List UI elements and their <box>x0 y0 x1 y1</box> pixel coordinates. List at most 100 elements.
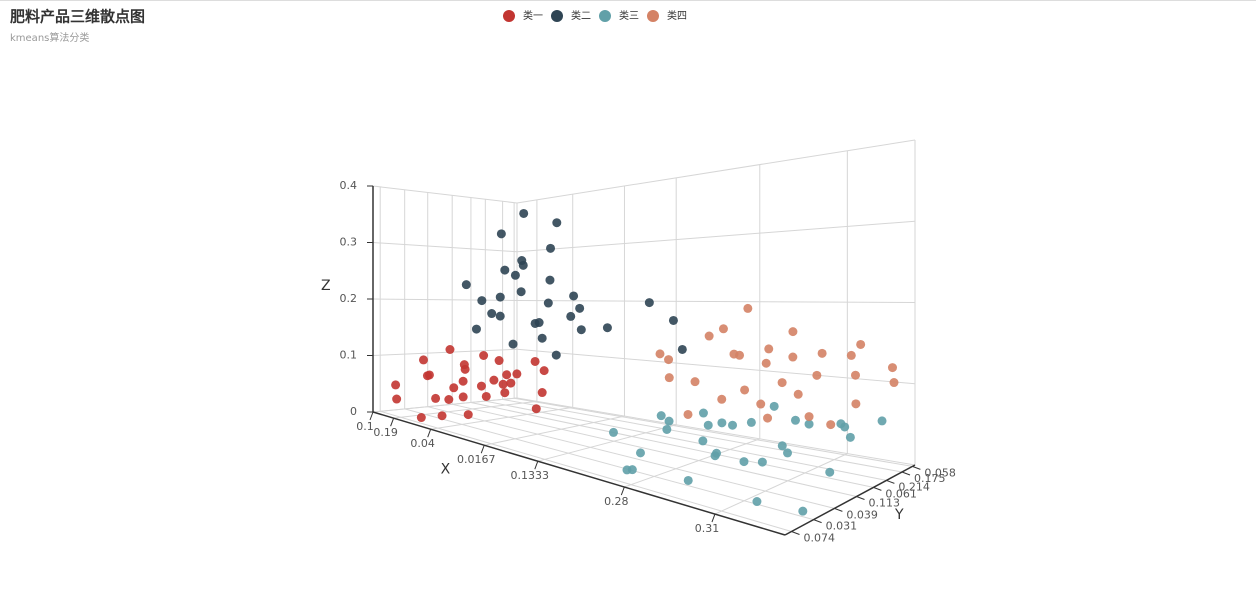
legend-marker[interactable] <box>551 10 563 22</box>
point <box>703 420 713 430</box>
point <box>683 475 693 485</box>
chart-subtitle: kmeans算法分类 <box>10 31 89 44</box>
y-tick <box>856 496 865 500</box>
point <box>537 388 547 398</box>
point <box>887 363 897 373</box>
point <box>418 355 428 365</box>
point <box>717 418 727 428</box>
point <box>664 373 674 383</box>
point <box>690 377 700 387</box>
point <box>437 411 447 421</box>
x-axis-title: X <box>441 462 451 478</box>
point <box>764 344 774 354</box>
point <box>664 355 674 365</box>
x-tick <box>534 461 539 470</box>
legend-label[interactable]: 类四 <box>667 9 687 22</box>
point <box>476 381 486 391</box>
point <box>826 420 836 430</box>
point <box>846 350 856 360</box>
z-tick-label: 0.1 <box>340 349 358 362</box>
point <box>416 413 426 423</box>
point <box>851 399 861 409</box>
y-tick-label: 0.175 <box>914 472 946 485</box>
point <box>845 432 855 442</box>
y-axis-line <box>784 464 916 536</box>
legend-label[interactable]: 类一 <box>523 9 543 22</box>
x-tick <box>427 429 432 438</box>
point <box>769 401 779 411</box>
point <box>804 412 814 422</box>
point <box>877 416 887 426</box>
legend-label[interactable]: 类二 <box>571 9 591 22</box>
point <box>543 298 553 308</box>
grid <box>372 139 916 532</box>
wall-grid-line <box>372 185 518 204</box>
floor-grid-line <box>470 401 874 488</box>
x-tick-label: 0.28 <box>604 495 629 508</box>
floor-grid-line <box>624 438 760 488</box>
y-tick-label: 0.074 <box>804 532 836 545</box>
point <box>569 291 579 301</box>
x-tick <box>711 513 716 523</box>
point <box>798 506 808 516</box>
y-tick <box>834 507 843 512</box>
floor-grid-line <box>427 406 835 509</box>
x-tick <box>369 411 374 421</box>
z-tick-label: 0.3 <box>340 236 358 249</box>
floor-grid-line <box>502 398 903 473</box>
y-tick-label: 0.031 <box>826 520 858 533</box>
y-tick <box>813 519 822 524</box>
point <box>546 243 556 253</box>
floor-grid-line <box>514 397 913 467</box>
point <box>391 380 401 390</box>
point <box>489 375 499 385</box>
x-tick-label: 0.31 <box>695 522 720 535</box>
legend-marker[interactable] <box>647 10 659 22</box>
y-tick <box>791 531 800 535</box>
legend-label[interactable]: 类三 <box>619 9 639 22</box>
point <box>508 339 518 349</box>
wall-grid-line <box>372 298 518 301</box>
legend-marker[interactable] <box>599 10 611 22</box>
y-tick-label: 0.058 <box>924 466 956 479</box>
x-tick-label: 0.1333 <box>511 469 550 482</box>
x-tick <box>620 486 625 496</box>
point <box>756 399 766 409</box>
point <box>743 303 753 313</box>
legend-marker[interactable] <box>503 10 515 22</box>
points <box>391 208 899 516</box>
x-axis-line <box>372 411 786 536</box>
floor-grid-line <box>430 406 573 430</box>
point <box>510 270 520 280</box>
point <box>518 260 528 270</box>
point <box>668 315 678 325</box>
point <box>481 391 491 401</box>
x-tick-label: 0.1 <box>356 420 374 433</box>
wall-grid-line <box>516 139 916 204</box>
point <box>763 413 773 423</box>
point <box>496 229 506 239</box>
point <box>552 218 562 228</box>
point <box>790 415 800 425</box>
point <box>717 394 727 404</box>
point <box>479 351 489 360</box>
point <box>519 208 529 218</box>
point <box>460 364 470 374</box>
point <box>704 331 714 341</box>
point <box>516 287 526 297</box>
point <box>804 419 814 429</box>
point <box>566 311 576 321</box>
point <box>746 417 756 427</box>
wall-grid-line <box>372 397 518 413</box>
point <box>461 280 471 290</box>
floor-grid-line <box>380 410 792 532</box>
point <box>444 394 454 404</box>
z-tick-label: 0.2 <box>340 292 358 305</box>
point <box>449 383 459 393</box>
floor-grid-line <box>714 453 848 515</box>
point <box>757 457 767 467</box>
point <box>825 467 835 477</box>
point <box>850 370 860 380</box>
point <box>512 369 522 379</box>
x-tick-label: 0.04 <box>410 437 435 450</box>
